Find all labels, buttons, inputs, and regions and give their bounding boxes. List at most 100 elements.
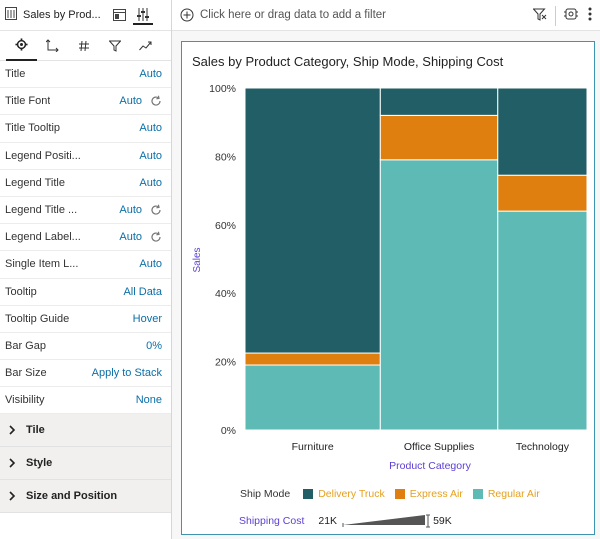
panel-header: Sales by Prod... <box>0 0 171 31</box>
section-size-and-position[interactable]: Size and Position <box>0 480 171 514</box>
property-value[interactable]: Auto <box>119 204 162 216</box>
property-value[interactable]: Auto <box>119 95 162 107</box>
y-axis-label: Sales <box>192 247 203 272</box>
property-value[interactable]: Auto <box>139 122 162 134</box>
color-legend: Ship Mode Delivery Truck Express Air Reg… <box>240 488 550 500</box>
property-row[interactable]: Single Item L... Auto <box>0 251 171 279</box>
section-label: Size and Position <box>26 490 118 503</box>
property-label: Title Font <box>5 95 51 108</box>
properties-panel: Sales by Prod... T <box>0 0 172 539</box>
tab-filter-icon[interactable] <box>99 31 130 61</box>
property-value-text: Auto <box>139 149 162 162</box>
property-value-text: Auto <box>139 258 162 271</box>
bar-segment-furniture-regular-air[interactable] <box>244 364 381 431</box>
property-value-text: None <box>135 394 162 407</box>
property-row[interactable]: Bar Gap 0% <box>0 333 171 361</box>
property-row[interactable]: Bar Size Apply to Stack <box>0 360 171 388</box>
property-row[interactable]: Legend Title ... Auto <box>0 197 171 225</box>
legend-item-express-air[interactable]: Express Air <box>394 488 463 500</box>
section-label: Style <box>26 457 53 470</box>
property-value-text: Auto <box>119 95 142 108</box>
size-legend: Shipping Cost 21K 59K <box>239 514 452 528</box>
property-value[interactable]: All Data <box>123 286 162 298</box>
size-wedge-icon <box>342 514 431 528</box>
property-value-text: Auto <box>119 204 142 217</box>
legend-swatch <box>394 489 405 499</box>
x-axis-label: Product Category <box>389 460 471 472</box>
y-tick-label: 0% <box>221 425 236 437</box>
filter-placeholder[interactable]: Click here or drag data to add a filter <box>200 9 387 21</box>
bar-segment-office-supplies-regular-air[interactable] <box>379 159 499 431</box>
property-value-text: Hover <box>132 312 162 325</box>
bar-segment-technology-delivery-truck[interactable] <box>497 87 588 176</box>
property-row[interactable]: Legend Title Auto <box>0 170 171 197</box>
property-value-text: Auto <box>139 122 162 135</box>
canvas: Sales by Product Category, Ship Mode, Sh… <box>172 31 600 539</box>
property-row[interactable]: Legend Label... Auto <box>0 224 171 252</box>
bar-segment-technology-express-air[interactable] <box>497 174 588 212</box>
section-label: Tile <box>26 424 45 437</box>
property-value[interactable]: Hover <box>133 313 162 325</box>
reset-refresh-icon[interactable] <box>150 204 162 216</box>
reset-refresh-icon[interactable] <box>150 95 162 107</box>
chevron-right-icon <box>9 425 16 436</box>
reset-refresh-icon[interactable] <box>150 231 162 243</box>
settings-chip-icon[interactable] <box>564 7 578 24</box>
visualization-title[interactable]: Sales by Prod... <box>23 9 101 21</box>
property-value[interactable]: Auto <box>139 68 162 80</box>
property-value-text: Apply to Stack <box>91 367 162 380</box>
property-row[interactable]: Tooltip Guide Hover <box>0 306 171 333</box>
property-value[interactable]: Auto <box>139 150 162 162</box>
property-value-text: 0% <box>146 339 162 352</box>
property-row[interactable]: Title Font Auto <box>0 88 171 116</box>
filter-bar: Click here or drag data to add a filter <box>172 0 600 31</box>
legend-label: Delivery Truck <box>318 488 385 500</box>
properties-panel-icon[interactable] <box>133 5 153 25</box>
property-value[interactable]: 0% <box>146 340 162 352</box>
y-tick-label: 60% <box>215 220 236 232</box>
grammar-panel-icon[interactable] <box>109 5 129 25</box>
property-row[interactable]: Tooltip All Data <box>0 279 171 306</box>
bar-chart-icon <box>5 7 17 23</box>
bar-segment-office-supplies-delivery-truck[interactable] <box>379 87 499 116</box>
property-value[interactable]: Auto <box>139 177 162 189</box>
add-filter-icon[interactable] <box>180 8 194 22</box>
y-tick-label: 80% <box>215 151 236 163</box>
section-style[interactable]: Style <box>0 447 171 481</box>
property-row[interactable]: Visibility None <box>0 387 171 415</box>
y-tick-label: 100% <box>209 83 236 95</box>
collapsible-sections: Tile Style Size and Position <box>0 414 171 514</box>
more-options-icon[interactable] <box>588 7 592 24</box>
tab-axis-icon[interactable] <box>37 31 68 61</box>
property-row[interactable]: Legend Positi... Auto <box>0 143 171 170</box>
property-label: Tooltip <box>5 285 37 298</box>
property-tabs <box>0 31 171 61</box>
toolbar-divider <box>555 5 556 26</box>
property-value[interactable]: Apply to Stack <box>92 367 162 379</box>
legend-item-regular-air[interactable]: Regular Air <box>472 488 540 500</box>
tab-general-gear-icon[interactable] <box>6 31 37 61</box>
tab-analytics-icon[interactable] <box>130 31 161 61</box>
property-label: Legend Title ... <box>5 204 78 217</box>
property-value-text: Auto <box>139 176 162 189</box>
mekko-chart: 0% 20% 40% 60% 80% 100% Sales Furniture Office S… <box>192 83 588 472</box>
filter-bar-actions <box>532 0 592 31</box>
clear-filter-icon[interactable] <box>532 8 547 24</box>
legend-label: Regular Air <box>487 488 540 500</box>
bar-segment-office-supplies-express-air[interactable] <box>379 114 499 161</box>
property-value[interactable]: Auto <box>119 231 162 243</box>
property-row[interactable]: Title Tooltip Auto <box>0 115 171 143</box>
tab-values-hash-icon[interactable] <box>68 31 99 61</box>
visualization-tile[interactable]: Sales by Product Category, Ship Mode, Sh… <box>181 41 595 535</box>
property-value[interactable]: Auto <box>139 258 162 270</box>
legend-item-delivery-truck[interactable]: Delivery Truck <box>303 488 385 500</box>
property-row[interactable]: Title Auto <box>0 61 171 89</box>
x-tick-label: Office Supplies <box>404 441 474 453</box>
bar-segment-furniture-express-air[interactable] <box>244 352 381 366</box>
legend-swatch <box>472 489 483 499</box>
bar-segment-furniture-delivery-truck[interactable] <box>244 87 381 354</box>
bar-segment-technology-regular-air[interactable] <box>497 210 588 431</box>
property-value[interactable]: None <box>136 394 162 406</box>
size-legend-max: 59K <box>433 515 452 527</box>
section-tile[interactable]: Tile <box>0 414 171 448</box>
